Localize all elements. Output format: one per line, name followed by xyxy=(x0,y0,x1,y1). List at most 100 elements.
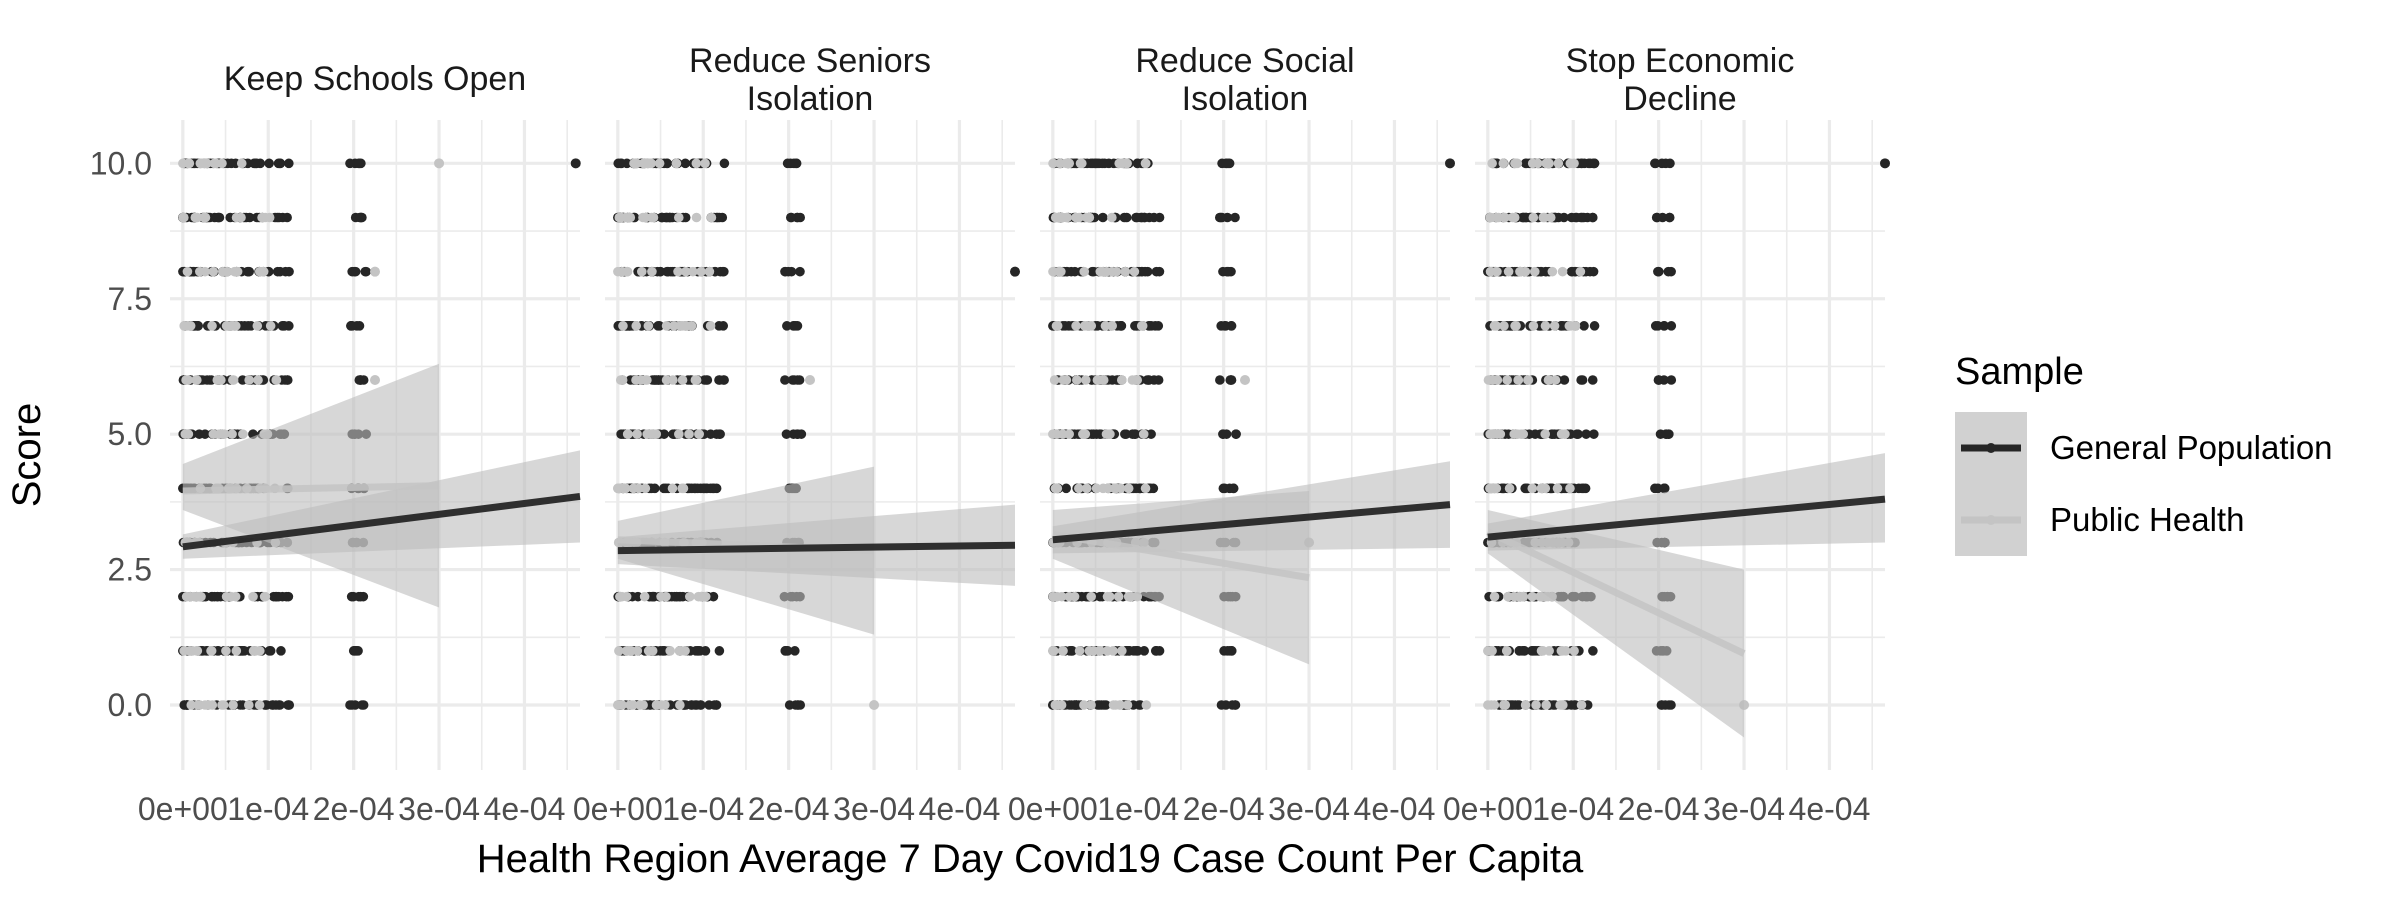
legend-title: Sample xyxy=(1955,351,2084,393)
point-public xyxy=(192,212,203,223)
point-public xyxy=(230,591,241,602)
point-public xyxy=(1050,700,1061,710)
point-public xyxy=(1120,266,1131,277)
point-general xyxy=(283,700,294,710)
point-general xyxy=(1227,700,1238,710)
point-general xyxy=(1666,375,1677,385)
point-public xyxy=(1501,646,1512,656)
point-public xyxy=(1509,212,1520,223)
panel-title: Stop Economic Decline xyxy=(1566,42,1795,118)
point-general xyxy=(1659,483,1670,494)
point-general xyxy=(795,266,805,277)
point-general xyxy=(1654,375,1664,385)
fit-line-general xyxy=(1052,501,1451,544)
point-public xyxy=(1569,158,1579,169)
point-general xyxy=(633,591,643,602)
point-general xyxy=(1574,483,1584,494)
point-public xyxy=(1050,483,1061,494)
point-public xyxy=(207,321,217,331)
point-general xyxy=(780,375,790,385)
point-public xyxy=(639,591,650,602)
point-public xyxy=(1071,321,1081,331)
point-public xyxy=(1100,321,1111,331)
x-tick-label: 2e-04 xyxy=(748,791,830,827)
point-general xyxy=(347,700,357,710)
point-public xyxy=(1107,321,1117,331)
point-public xyxy=(684,429,694,439)
point-public xyxy=(1080,375,1091,385)
point-general xyxy=(1216,700,1227,710)
point-public xyxy=(194,591,204,602)
point-public xyxy=(253,375,263,385)
point-outlier xyxy=(570,158,581,169)
point-public xyxy=(1084,646,1095,656)
point-public xyxy=(675,700,685,710)
point-public xyxy=(1132,375,1142,385)
point-public xyxy=(661,321,672,331)
point-general xyxy=(1579,321,1589,331)
point-general xyxy=(784,700,795,710)
point-public xyxy=(1098,483,1108,494)
point-general xyxy=(647,591,658,602)
point-public xyxy=(258,266,269,277)
y-tick-label: 2.5 xyxy=(108,552,152,588)
point-public xyxy=(1565,321,1576,331)
point-public xyxy=(1523,375,1533,385)
point-general xyxy=(1521,212,1531,223)
x-tick-label: 0e+00 xyxy=(573,791,663,827)
point-public xyxy=(1079,700,1089,710)
point-public xyxy=(259,591,270,602)
point-general xyxy=(1224,646,1235,656)
point-public xyxy=(1107,212,1117,223)
fit-line-public xyxy=(182,482,440,495)
point-general xyxy=(1517,646,1527,656)
point-general xyxy=(1218,429,1228,439)
point-public xyxy=(1527,483,1538,494)
point-general xyxy=(353,158,364,169)
x-tick-label: 0e+00 xyxy=(138,791,228,827)
point-public xyxy=(178,212,189,223)
point-general xyxy=(1097,158,1108,169)
point-public xyxy=(654,158,665,169)
point-general xyxy=(1131,483,1141,494)
point-public xyxy=(1540,429,1550,439)
x-tick-label: 4e-04 xyxy=(1354,791,1436,827)
x-tick-label: 1e-04 xyxy=(1532,791,1614,827)
point-public xyxy=(1535,591,1545,602)
point-general xyxy=(680,212,691,223)
point-public xyxy=(183,429,194,439)
point-public xyxy=(257,212,267,223)
point-public xyxy=(706,212,717,223)
legend-key-point xyxy=(1986,515,1996,525)
point-general xyxy=(1664,212,1675,223)
x-tick-label: 3e-04 xyxy=(398,791,480,827)
point-public xyxy=(1051,212,1061,223)
point-public xyxy=(1490,483,1501,494)
point-general xyxy=(264,158,274,169)
point-public xyxy=(1080,429,1091,439)
point-public xyxy=(1101,429,1112,439)
point-public xyxy=(704,266,715,277)
point-public xyxy=(1057,429,1068,439)
point-public xyxy=(199,212,209,223)
point-public xyxy=(228,700,238,710)
point-public xyxy=(1074,212,1084,223)
point-public xyxy=(238,429,248,439)
point-general xyxy=(796,429,807,439)
point-general xyxy=(1066,646,1077,656)
point-general xyxy=(347,266,357,277)
point-public xyxy=(632,429,642,439)
point-public xyxy=(1102,591,1113,602)
point-outlier xyxy=(1880,158,1890,169)
point-public xyxy=(1503,266,1514,277)
point-public xyxy=(1121,158,1132,169)
point-general xyxy=(1153,375,1164,385)
point-general xyxy=(354,591,364,602)
legend-key-point xyxy=(1986,443,1996,453)
point-public xyxy=(1543,375,1554,385)
point-general xyxy=(1218,266,1228,277)
point-public xyxy=(1536,646,1547,656)
point-public xyxy=(1074,646,1085,656)
point-public xyxy=(640,483,651,494)
